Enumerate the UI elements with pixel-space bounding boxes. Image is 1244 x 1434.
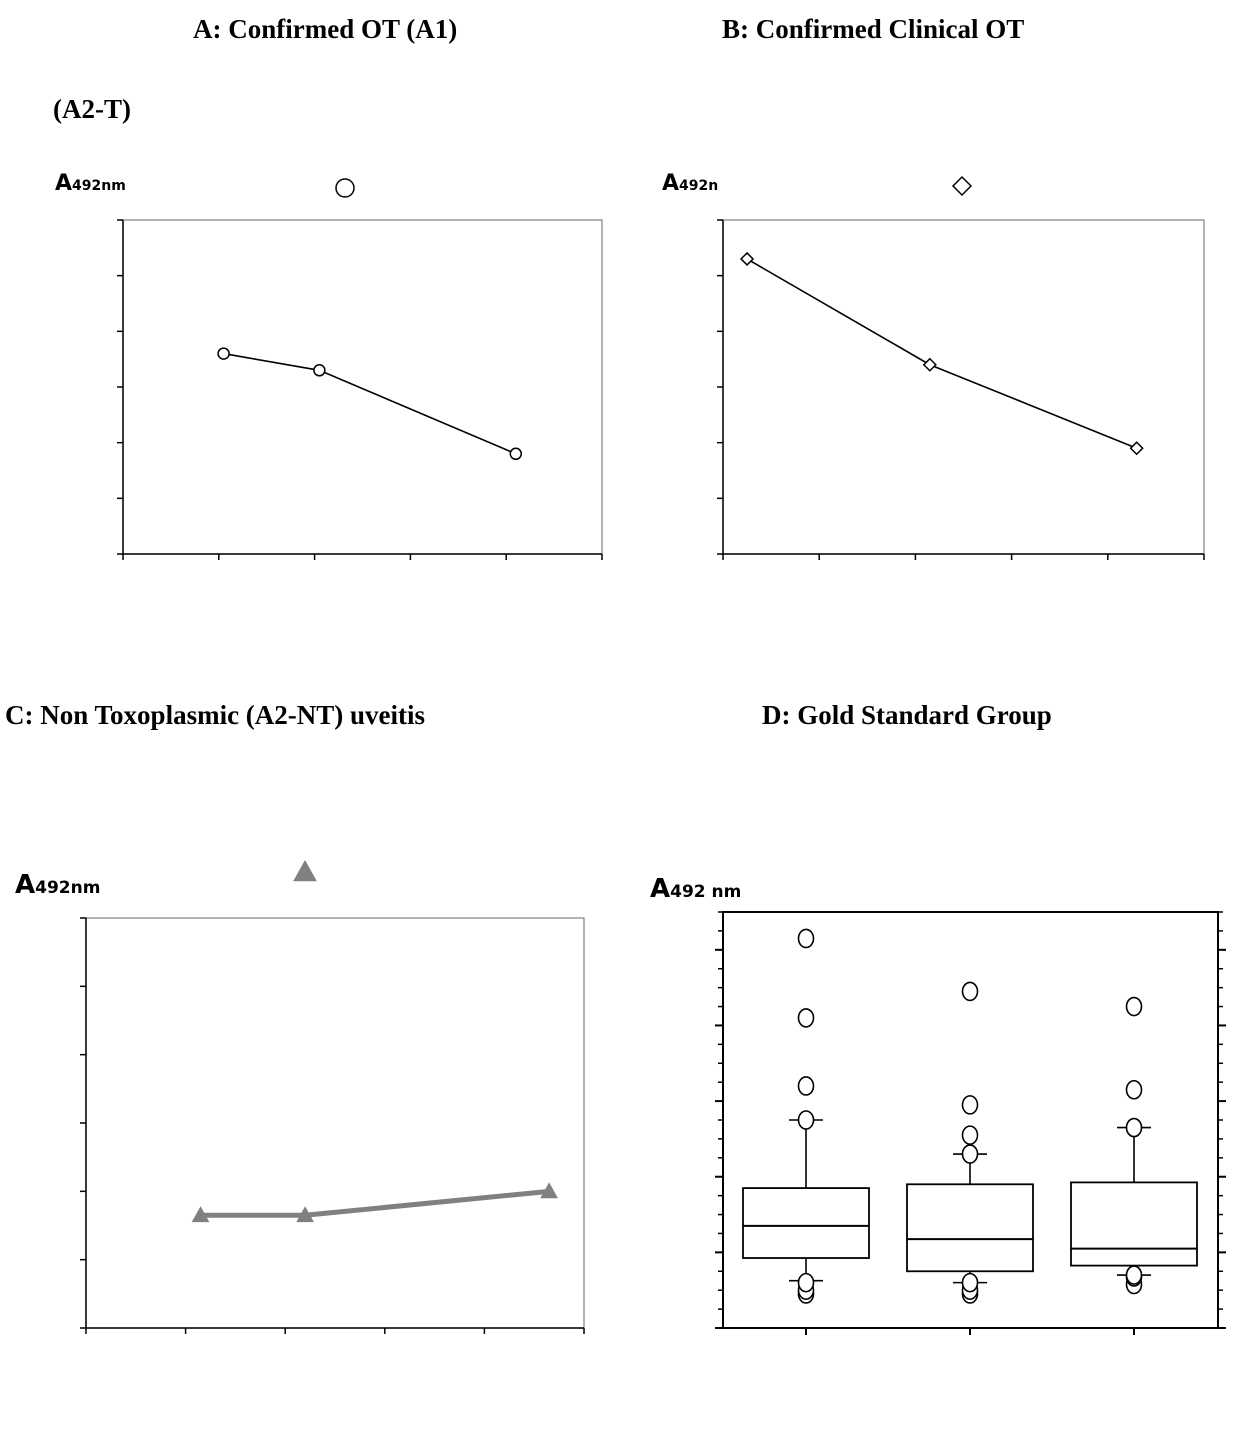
data-point	[739, 251, 755, 267]
plot-area-border	[122, 219, 603, 555]
y-axis-label: A492n	[662, 171, 718, 196]
series-line	[746, 258, 1137, 449]
data-point	[1129, 441, 1144, 456]
y-axis-label: A492nm	[15, 870, 100, 900]
data-point	[922, 357, 937, 372]
outlier-point	[961, 1272, 979, 1293]
y-axis-label: A492 nm	[650, 874, 741, 904]
series-line	[223, 352, 517, 455]
data-point	[217, 347, 230, 360]
plot-area-border	[85, 917, 585, 1329]
outlier-point	[797, 1272, 815, 1293]
y-axis-label-main: A	[15, 870, 35, 900]
y-axis-label-subscript: 492nm	[35, 878, 100, 898]
outlier-point	[961, 1125, 979, 1145]
outlier-point	[797, 1008, 815, 1028]
y-axis-label-subscript: 492n	[679, 178, 718, 194]
y-axis-label: A492nm	[55, 171, 126, 196]
heading-panel-c: C: Non Toxoplasmic (A2-NT) uveitis	[5, 700, 425, 730]
y-axis-label-subscript: 492nm	[72, 178, 126, 194]
chart-panel-c: A492nm	[15, 859, 585, 1334]
outlier-point	[797, 928, 815, 949]
outlier-point	[1125, 996, 1143, 1017]
chart-panel-d: A492 nm	[650, 874, 1226, 1335]
legend-marker	[951, 175, 973, 197]
plot-area-border	[722, 219, 1205, 555]
data-point	[540, 1182, 558, 1199]
y-axis-label-subscript: 492 nm	[670, 882, 741, 902]
data-point	[313, 364, 326, 377]
heading-panel-b: B: Confirmed Clinical OT	[722, 14, 1024, 44]
y-axis-label-main: A	[662, 171, 679, 196]
outlier-point	[797, 1076, 815, 1096]
box-iqr	[1070, 1181, 1198, 1267]
box-iqr	[742, 1187, 870, 1259]
y-axis-label-main: A	[650, 874, 670, 904]
outlier-point	[961, 981, 979, 1002]
outlier-point	[961, 1095, 979, 1115]
outlier-point	[797, 1110, 815, 1130]
series-line	[200, 1188, 550, 1218]
outlier-point	[1125, 1079, 1143, 1100]
chart-panel-b: A492n	[662, 171, 1205, 560]
y-axis-label-main: A	[55, 171, 72, 196]
chart-panel-a: A492nm	[55, 171, 603, 560]
outlier-point	[1125, 1117, 1143, 1138]
outlier-point	[1125, 1265, 1143, 1285]
data-point	[296, 1206, 314, 1223]
outlier-point	[961, 1144, 979, 1164]
heading-panel-a-sub: (A2-T)	[53, 94, 131, 124]
box-iqr	[906, 1183, 1034, 1273]
data-point	[509, 447, 523, 461]
heading-panel-a: A: Confirmed OT (A1)	[193, 14, 457, 44]
data-point	[191, 1206, 210, 1223]
legend-marker	[335, 178, 355, 198]
heading-panel-d: D: Gold Standard Group	[762, 700, 1052, 730]
legend-marker	[293, 859, 317, 882]
